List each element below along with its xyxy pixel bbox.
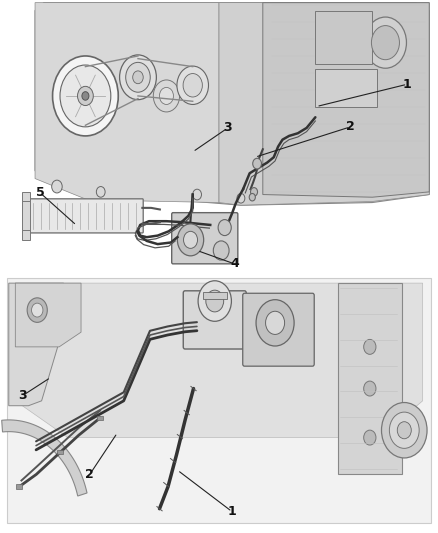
Text: 1: 1	[403, 78, 412, 91]
Circle shape	[60, 65, 111, 127]
Circle shape	[253, 158, 261, 169]
Polygon shape	[15, 283, 81, 347]
Text: 4: 4	[230, 257, 239, 270]
Circle shape	[177, 224, 204, 256]
Bar	[22, 200, 30, 232]
Text: 2: 2	[346, 120, 355, 133]
Circle shape	[198, 281, 231, 321]
Polygon shape	[2, 420, 87, 496]
Bar	[57, 450, 63, 455]
Circle shape	[364, 17, 406, 68]
Polygon shape	[35, 3, 219, 203]
Circle shape	[364, 381, 376, 396]
Text: 1: 1	[228, 505, 237, 518]
Circle shape	[133, 71, 143, 84]
Text: 5: 5	[36, 187, 45, 199]
Circle shape	[237, 193, 245, 203]
Text: 3: 3	[223, 122, 232, 134]
Bar	[97, 416, 103, 420]
FancyBboxPatch shape	[243, 293, 314, 366]
Circle shape	[213, 241, 229, 260]
Circle shape	[249, 193, 255, 201]
Polygon shape	[35, 3, 429, 205]
Circle shape	[364, 430, 376, 445]
Bar	[203, 292, 226, 300]
Circle shape	[256, 300, 294, 346]
Circle shape	[126, 62, 150, 92]
Bar	[22, 192, 30, 201]
Circle shape	[32, 303, 43, 317]
Circle shape	[265, 311, 285, 334]
Bar	[16, 484, 22, 489]
Polygon shape	[263, 3, 429, 197]
Polygon shape	[15, 283, 423, 438]
Circle shape	[184, 231, 198, 248]
Polygon shape	[9, 283, 64, 406]
FancyBboxPatch shape	[172, 213, 238, 264]
Circle shape	[153, 80, 180, 112]
Circle shape	[389, 412, 419, 448]
Circle shape	[82, 92, 89, 100]
Circle shape	[251, 188, 258, 196]
Circle shape	[364, 340, 376, 354]
Text: 2: 2	[85, 468, 94, 481]
Circle shape	[52, 180, 62, 193]
Bar	[315, 69, 377, 107]
FancyBboxPatch shape	[183, 291, 246, 349]
Circle shape	[78, 86, 93, 106]
Circle shape	[27, 298, 47, 322]
Circle shape	[159, 87, 173, 104]
Circle shape	[193, 189, 201, 200]
Polygon shape	[219, 3, 429, 205]
Circle shape	[120, 55, 156, 100]
Circle shape	[177, 66, 208, 104]
Circle shape	[371, 26, 399, 60]
Bar	[7, 278, 431, 523]
Bar	[338, 283, 402, 474]
Circle shape	[183, 74, 202, 97]
Circle shape	[397, 422, 411, 439]
Circle shape	[206, 290, 224, 312]
Text: 3: 3	[18, 389, 27, 402]
Circle shape	[381, 402, 427, 458]
Bar	[315, 11, 372, 64]
FancyBboxPatch shape	[25, 199, 143, 233]
Circle shape	[96, 187, 105, 197]
Circle shape	[218, 220, 231, 236]
Circle shape	[53, 56, 118, 136]
Bar	[22, 230, 30, 240]
